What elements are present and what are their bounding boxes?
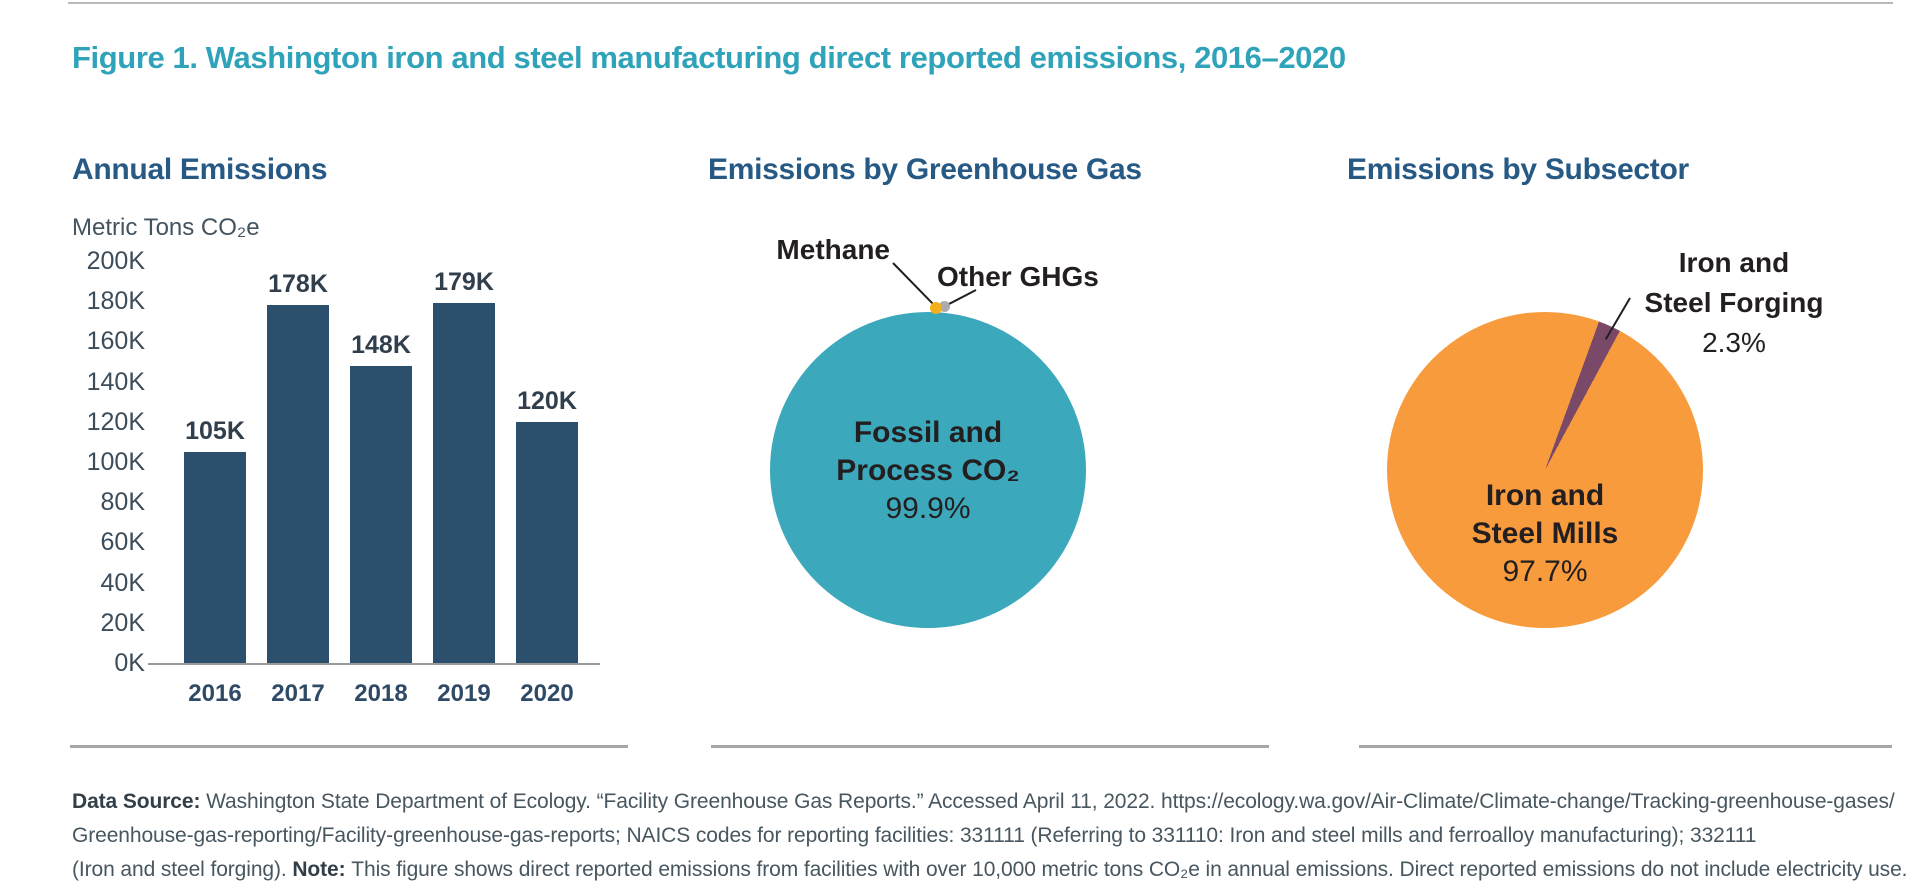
x-axis-tick-label: 2018	[354, 680, 408, 707]
other-ghgs-slice-marker	[939, 301, 950, 312]
bar-2018	[350, 366, 412, 663]
x-axis-tick-label: 2017	[271, 680, 325, 707]
mills-percent: 97.7%	[1502, 555, 1588, 588]
bar-value-label: 120K	[517, 387, 577, 415]
bar-value-label: 148K	[351, 331, 411, 359]
source-note: Data Source: Washington State Department…	[72, 785, 1912, 887]
ghg-pie-divider	[711, 745, 1269, 748]
y-axis-tick-label: 60K	[100, 528, 145, 557]
ghg-pie-chart	[770, 312, 1086, 628]
bar-value-label: 179K	[434, 268, 494, 296]
bar-chart-unit-label: Metric Tons CO₂e	[72, 214, 260, 241]
source-note-line: (Iron and steel forging). Note: This fig…	[72, 858, 1908, 881]
ghg-slice-name-line1: Fossil and	[853, 416, 1003, 449]
subsector-pie-divider	[1359, 745, 1892, 748]
ghg-pie-title: Emissions by Greenhouse Gas	[708, 153, 1142, 186]
forging-label-line1: Iron and	[1678, 247, 1790, 278]
x-axis-tick-label: 2019	[437, 680, 491, 707]
y-axis-tick-label: 200K	[86, 247, 145, 275]
y-axis-tick-label: 0K	[114, 649, 145, 677]
y-axis-tick-label: 40K	[100, 568, 145, 597]
other-ghgs-label: Other GHGs	[937, 261, 1099, 292]
bar-2017	[267, 305, 329, 663]
bar-2020	[516, 422, 578, 663]
bar-value-label: 178K	[268, 270, 328, 298]
bar-chart-title: Annual Emissions	[72, 153, 328, 186]
bar-2016	[184, 452, 246, 663]
bar-value-label: 105K	[185, 417, 245, 445]
y-axis-tick-label: 160K	[86, 327, 145, 356]
subsector-pie-chart	[1387, 312, 1703, 628]
y-axis-tick-label: 120K	[86, 407, 145, 436]
y-axis-tick-label: 100K	[86, 448, 145, 476]
subsector-pie-title: Emissions by Subsector	[1347, 153, 1689, 186]
x-axis-tick-label: 2016	[188, 680, 242, 707]
y-axis-tick-label: 20K	[100, 608, 145, 637]
source-note-line: Data Source: Washington State Department…	[72, 790, 1895, 813]
bar-chart-divider	[70, 745, 628, 748]
ghg-pie-center-label: Fossil and Process CO₂ 99.9%	[770, 414, 1086, 528]
mills-name-line2: Steel Mills	[1471, 517, 1619, 550]
methane-slice-marker	[930, 302, 942, 314]
y-axis-tick-label: 180K	[86, 287, 145, 316]
forging-label-line2: Steel Forging	[1644, 287, 1824, 318]
bar-2019	[433, 303, 495, 663]
y-axis-tick-label: 80K	[100, 488, 145, 517]
forging-label: Iron and Steel Forging 2.3%	[1614, 243, 1854, 363]
x-axis-line	[148, 663, 600, 665]
mills-name-line1: Iron and	[1485, 479, 1605, 512]
figure-title: Figure 1. Washington iron and steel manu…	[72, 40, 1346, 75]
methane-label: Methane	[776, 234, 890, 265]
ghg-slice-percent: 99.9%	[885, 492, 971, 525]
source-note-line: Greenhouse-gas-reporting/Facility-greenh…	[72, 824, 1757, 847]
ghg-slice-name-line2: Process CO₂	[836, 454, 1020, 487]
methane-leader-line	[892, 262, 935, 306]
subsector-pie-center-label: Iron and Steel Mills 97.7%	[1387, 477, 1703, 591]
x-axis-tick-label: 2020	[520, 680, 574, 707]
top-divider	[68, 2, 1893, 4]
forging-percent: 2.3%	[1702, 327, 1766, 358]
y-axis-tick-label: 140K	[86, 367, 145, 396]
annual-emissions-bar-chart: 0K 20K 40K 60K 80K 100K 120K 140K 160K 180K 200K 10…	[70, 240, 630, 720]
